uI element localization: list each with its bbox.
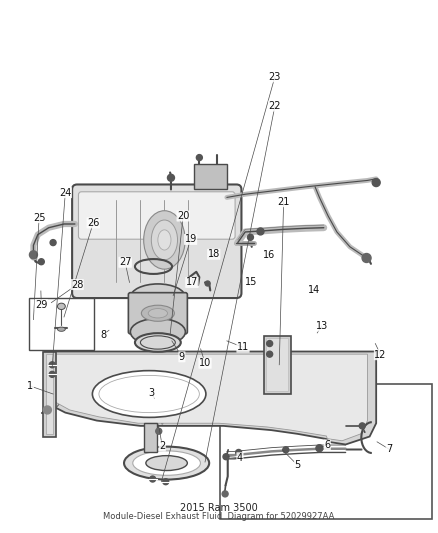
Text: 27: 27: [119, 257, 131, 267]
Ellipse shape: [148, 309, 167, 318]
Text: 24: 24: [59, 188, 71, 198]
Ellipse shape: [92, 370, 206, 417]
Polygon shape: [42, 362, 162, 413]
Circle shape: [50, 240, 56, 246]
Ellipse shape: [151, 220, 177, 260]
Text: 8: 8: [100, 329, 106, 340]
Bar: [194, 164, 227, 189]
Ellipse shape: [57, 303, 65, 310]
Circle shape: [196, 155, 202, 160]
Ellipse shape: [141, 305, 174, 321]
Text: 5: 5: [294, 460, 301, 470]
FancyBboxPatch shape: [128, 293, 187, 334]
Bar: [144, 423, 157, 453]
Text: 25: 25: [33, 213, 46, 223]
Circle shape: [163, 479, 169, 484]
Text: 14: 14: [308, 285, 320, 295]
Circle shape: [372, 179, 380, 187]
Polygon shape: [52, 354, 367, 441]
Text: 13: 13: [315, 321, 328, 331]
Circle shape: [257, 228, 264, 235]
Text: 9: 9: [179, 352, 185, 362]
Ellipse shape: [144, 211, 185, 269]
Text: 10: 10: [199, 358, 211, 368]
Bar: [46, 354, 53, 434]
Circle shape: [156, 428, 162, 434]
Text: 26: 26: [87, 218, 99, 228]
Text: 21: 21: [277, 197, 290, 207]
Bar: [220, 384, 432, 519]
Circle shape: [283, 447, 289, 453]
Circle shape: [167, 174, 174, 181]
Text: 16: 16: [263, 250, 276, 260]
Circle shape: [362, 254, 371, 262]
FancyBboxPatch shape: [78, 192, 235, 239]
Text: 17: 17: [186, 278, 198, 287]
Polygon shape: [44, 351, 376, 445]
Circle shape: [223, 454, 229, 459]
Bar: [264, 336, 291, 394]
Circle shape: [49, 372, 55, 377]
Bar: [43, 351, 56, 437]
Text: 29: 29: [35, 300, 47, 310]
Circle shape: [247, 235, 254, 240]
Text: 3: 3: [148, 388, 154, 398]
Text: 2015 Ram 3500: 2015 Ram 3500: [180, 503, 258, 513]
Circle shape: [49, 362, 55, 368]
Text: 11: 11: [237, 342, 249, 352]
Circle shape: [267, 351, 272, 357]
FancyBboxPatch shape: [72, 184, 241, 298]
Text: 18: 18: [208, 249, 220, 259]
Circle shape: [222, 491, 228, 497]
Text: Module-Diesel Exhaust Fluid  Diagram for 52029927AA: Module-Diesel Exhaust Fluid Diagram for …: [103, 512, 335, 521]
Ellipse shape: [158, 230, 171, 250]
Circle shape: [29, 251, 37, 259]
Text: 20: 20: [177, 211, 189, 221]
Text: 6: 6: [324, 440, 330, 450]
Ellipse shape: [131, 318, 185, 345]
Ellipse shape: [146, 456, 187, 471]
Text: 1: 1: [27, 381, 33, 391]
Ellipse shape: [135, 333, 181, 352]
Text: 2: 2: [159, 441, 166, 451]
Circle shape: [267, 341, 272, 346]
Text: 28: 28: [71, 280, 83, 289]
Text: 15: 15: [245, 278, 257, 287]
Text: 7: 7: [386, 445, 392, 454]
Circle shape: [43, 406, 51, 414]
Bar: [29, 298, 94, 350]
Ellipse shape: [131, 284, 185, 311]
Circle shape: [150, 476, 155, 482]
Ellipse shape: [57, 327, 65, 332]
Text: 4: 4: [237, 453, 243, 463]
Circle shape: [205, 281, 210, 286]
Circle shape: [359, 423, 365, 429]
Ellipse shape: [124, 447, 209, 480]
Ellipse shape: [133, 451, 201, 475]
Text: 19: 19: [184, 235, 197, 245]
Circle shape: [316, 445, 323, 451]
Text: 12: 12: [374, 350, 387, 360]
Bar: [266, 338, 288, 391]
Text: 23: 23: [268, 72, 281, 82]
Text: 22: 22: [268, 101, 281, 111]
Circle shape: [38, 259, 44, 265]
Circle shape: [236, 449, 242, 456]
